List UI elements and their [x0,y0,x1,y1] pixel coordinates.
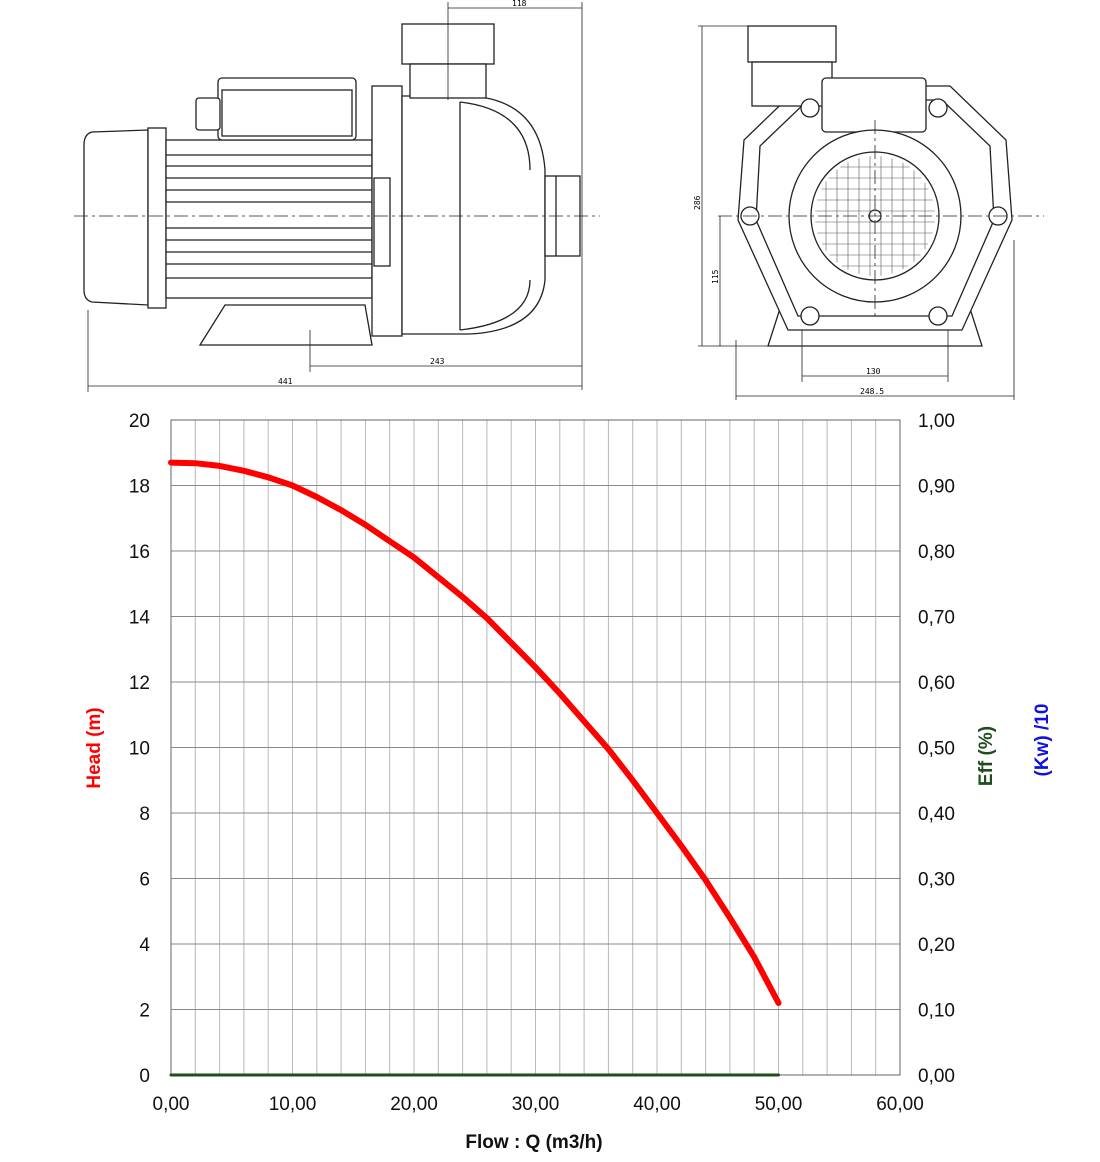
y-tick-label: 12 [129,673,150,694]
y-tick-label: 10 [129,739,150,760]
y-tick-label: 18 [129,477,150,498]
y-tick-label: 20 [129,411,150,432]
front-view-dimension-labels: 286 115 130 248.5 [693,195,884,396]
y2-tick-label: 0,60 [918,673,955,694]
x-tick-label: 10,00 [269,1094,317,1115]
y2-tick-label: 0,90 [918,477,955,498]
y-tick-label: 16 [129,542,150,563]
y-tick-label: 4 [139,935,150,956]
dimension-label: 118 [512,0,527,8]
y2-axis-title-eff: Eff (%) [976,726,997,786]
y2-tick-label: 0,10 [918,1001,955,1022]
x-tick-label: 30,00 [512,1094,560,1115]
y2-tick-label: 0,20 [918,935,955,956]
x-axis-title: Flow : Q (m3/h) [465,1132,602,1153]
y2-tick-label: 0,80 [918,542,955,563]
y-axis-ticks: 0 2 4 6 8 10 12 14 16 18 20 [129,411,151,1087]
pump-front-view [698,25,1044,400]
side-view-dimension-labels: 118 243 441 [278,0,527,386]
y2-axis-ticks: 0,00 0,10 0,20 0,30 0,40 0,50 0,60 0,70 0,80 0,90… [918,411,955,1087]
y-tick-label: 14 [129,608,151,629]
y-tick-label: 8 [139,804,150,825]
head-series-line [168,459,782,1006]
x-tick-label: 60,00 [876,1094,924,1115]
y-tick-label: 6 [139,870,150,891]
chart-grid [170,419,901,1076]
y-tick-label: 2 [139,1001,150,1022]
y2-tick-label: 1,00 [918,411,955,432]
y2-axis-title-kw: (Kw) /10 [1032,704,1053,777]
dimension-label: 243 [430,357,445,366]
dimension-label: 248.5 [860,387,884,396]
dimension-label: 286 [693,195,702,210]
y2-tick-label: 0,40 [918,804,955,825]
y-axis-title: Head (m) [84,707,105,788]
chart-series [168,459,782,1077]
dimension-label: 130 [866,367,881,376]
x-tick-label: 40,00 [633,1094,681,1115]
x-tick-label: 50,00 [755,1094,803,1115]
pump-drawings: 118 243 441 [74,0,1044,400]
front-view-grille [815,156,935,276]
y2-tick-label: 0,00 [918,1066,955,1087]
dimension-label: 441 [278,377,293,386]
x-tick-label: 20,00 [390,1094,438,1115]
dimension-label: 115 [711,269,720,284]
x-tick-label: 0,00 [153,1094,190,1115]
y-tick-label: 0 [139,1066,150,1087]
y2-tick-label: 0,50 [918,739,955,760]
pump-side-view [74,2,600,392]
x-axis-ticks: 0,00 10,00 20,00 30,00 40,00 50,00 60,00 [153,1094,924,1115]
y2-tick-label: 0,30 [918,870,955,891]
y2-tick-label: 0,70 [918,608,955,629]
